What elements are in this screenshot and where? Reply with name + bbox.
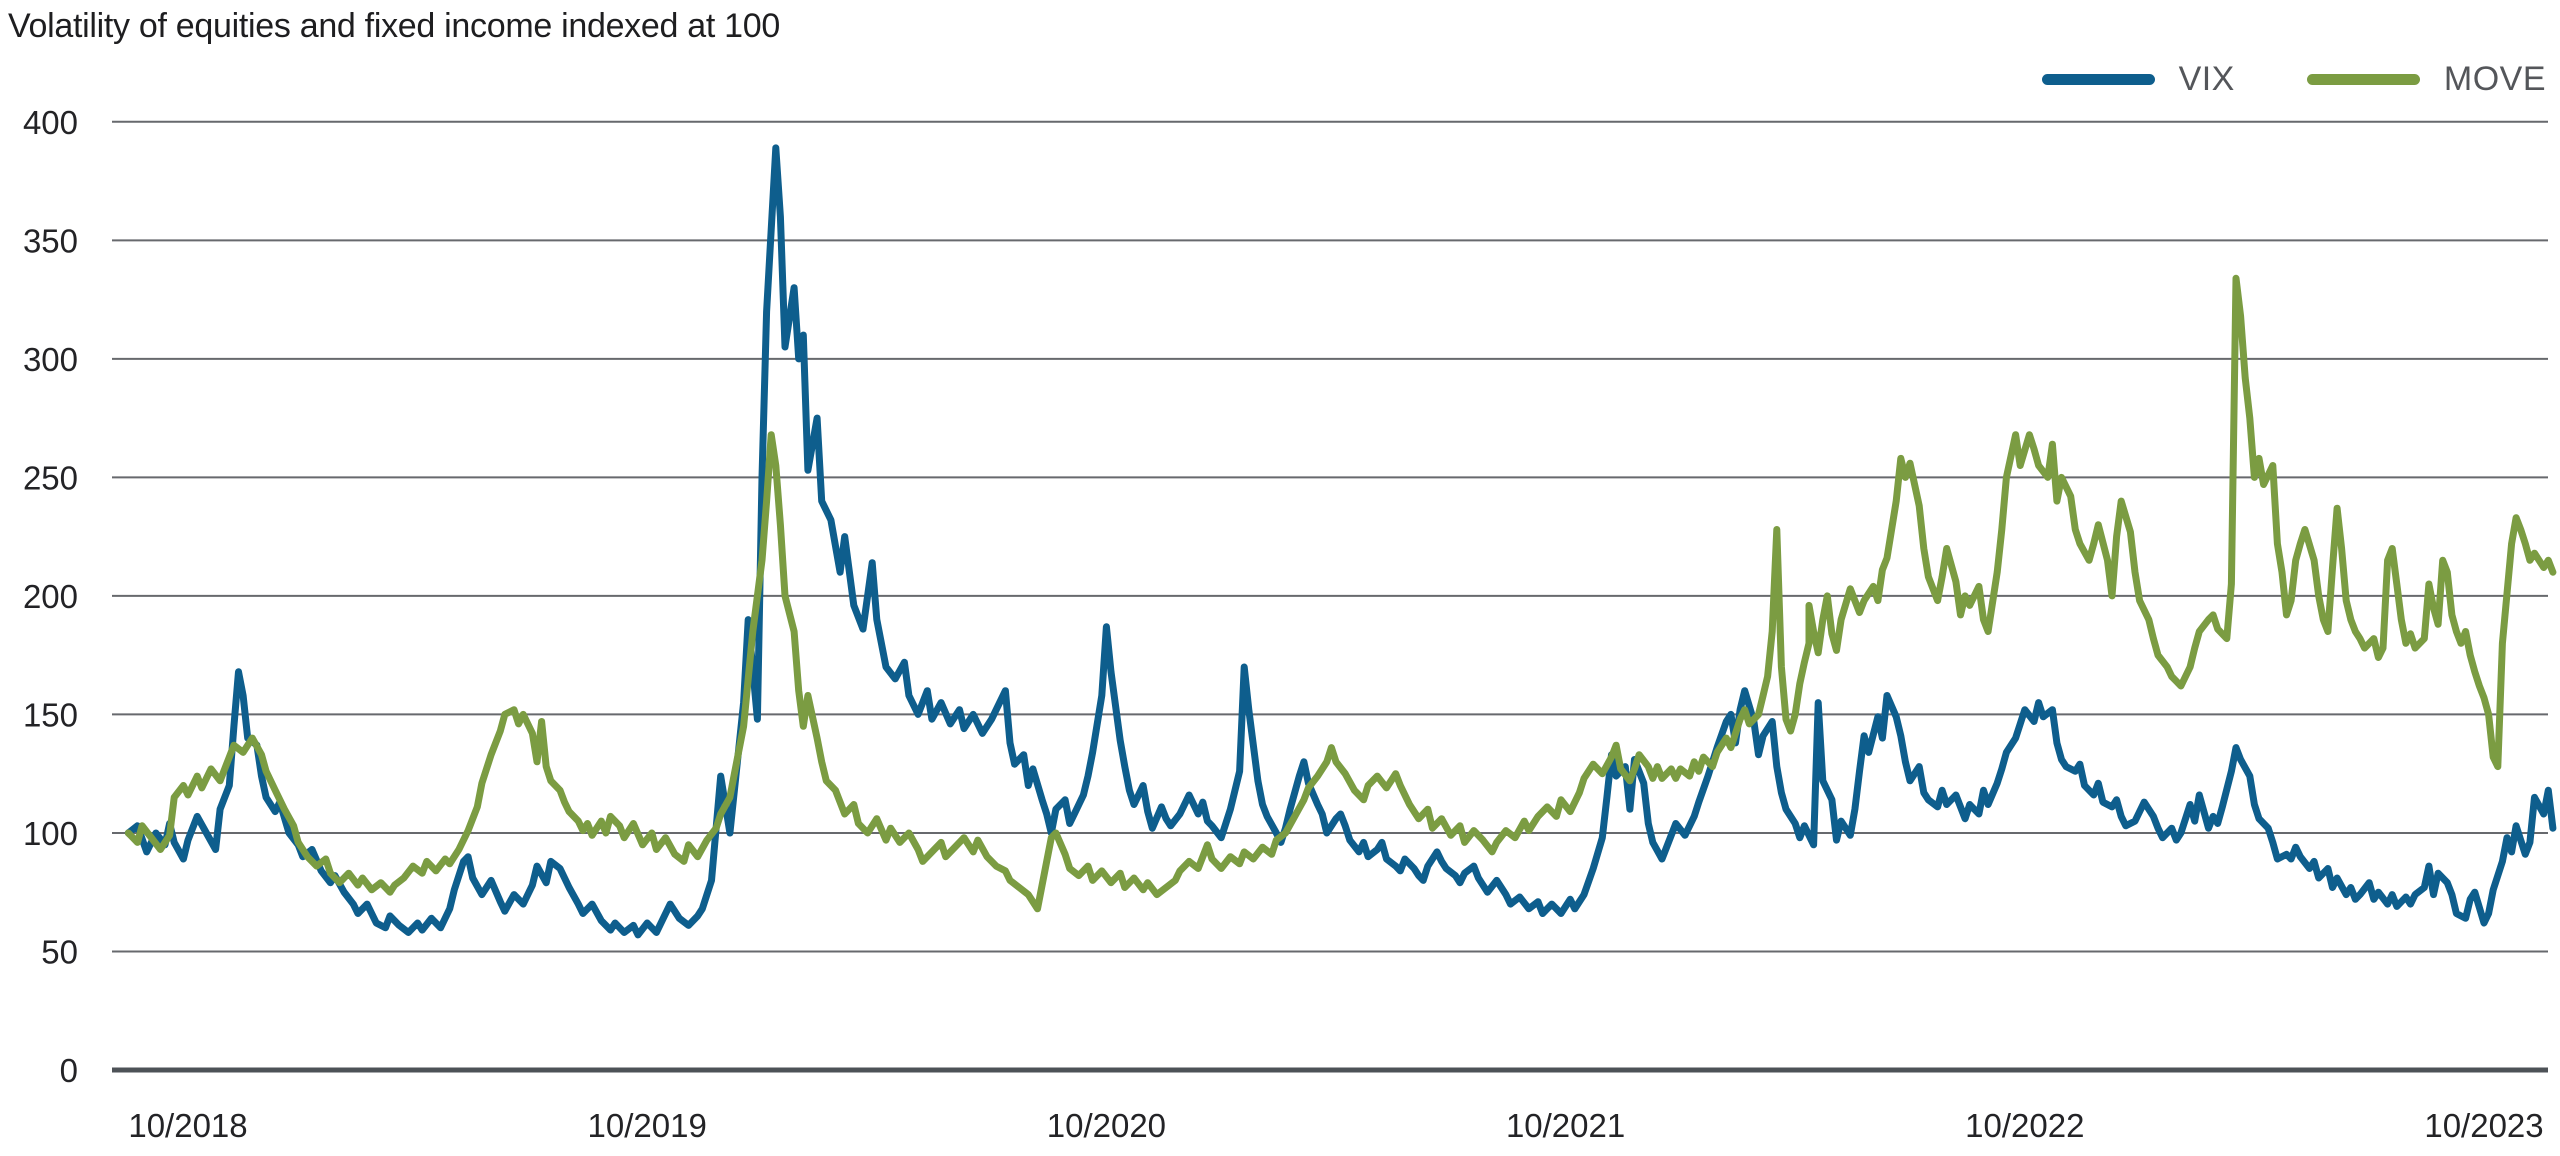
x-tick-label-10-2021: 10/2021 xyxy=(1506,1107,1625,1144)
vix-line-swatch xyxy=(2041,74,2155,85)
y-tick-label-0: 0 xyxy=(60,1052,78,1089)
x-tick-label-10-2020: 10/2020 xyxy=(1047,1107,1166,1144)
y-tick-label-200: 200 xyxy=(23,578,78,615)
vix-line xyxy=(124,144,2557,939)
y-tick-label-150: 150 xyxy=(23,696,78,733)
move-line xyxy=(124,274,2557,913)
y-tick-label-250: 250 xyxy=(23,459,78,496)
y-tick-label-350: 350 xyxy=(23,222,78,259)
x-tick-label-10-2018: 10/2018 xyxy=(128,1107,247,1144)
x-tick-label-10-2023: 10/2023 xyxy=(2424,1107,2543,1144)
chart-title: Volatility of equities and fixed income … xyxy=(8,7,780,45)
legend-label-vix: VIX xyxy=(2178,60,2235,98)
legend: VIX MOVE xyxy=(2041,60,2546,99)
x-tick-label-10-2019: 10/2019 xyxy=(588,1107,707,1144)
y-tick-label-100: 100 xyxy=(23,815,78,852)
y-tick-label-50: 50 xyxy=(41,933,78,970)
y-tick-label-300: 300 xyxy=(23,341,78,378)
move-line-swatch xyxy=(2306,74,2420,85)
x-tick-label-10-2022: 10/2022 xyxy=(1965,1107,2084,1144)
y-tick-label-400: 400 xyxy=(23,104,78,141)
legend-item-move: MOVE xyxy=(2306,60,2546,99)
legend-label-move: MOVE xyxy=(2443,60,2546,98)
legend-item-vix: VIX xyxy=(2041,60,2235,99)
